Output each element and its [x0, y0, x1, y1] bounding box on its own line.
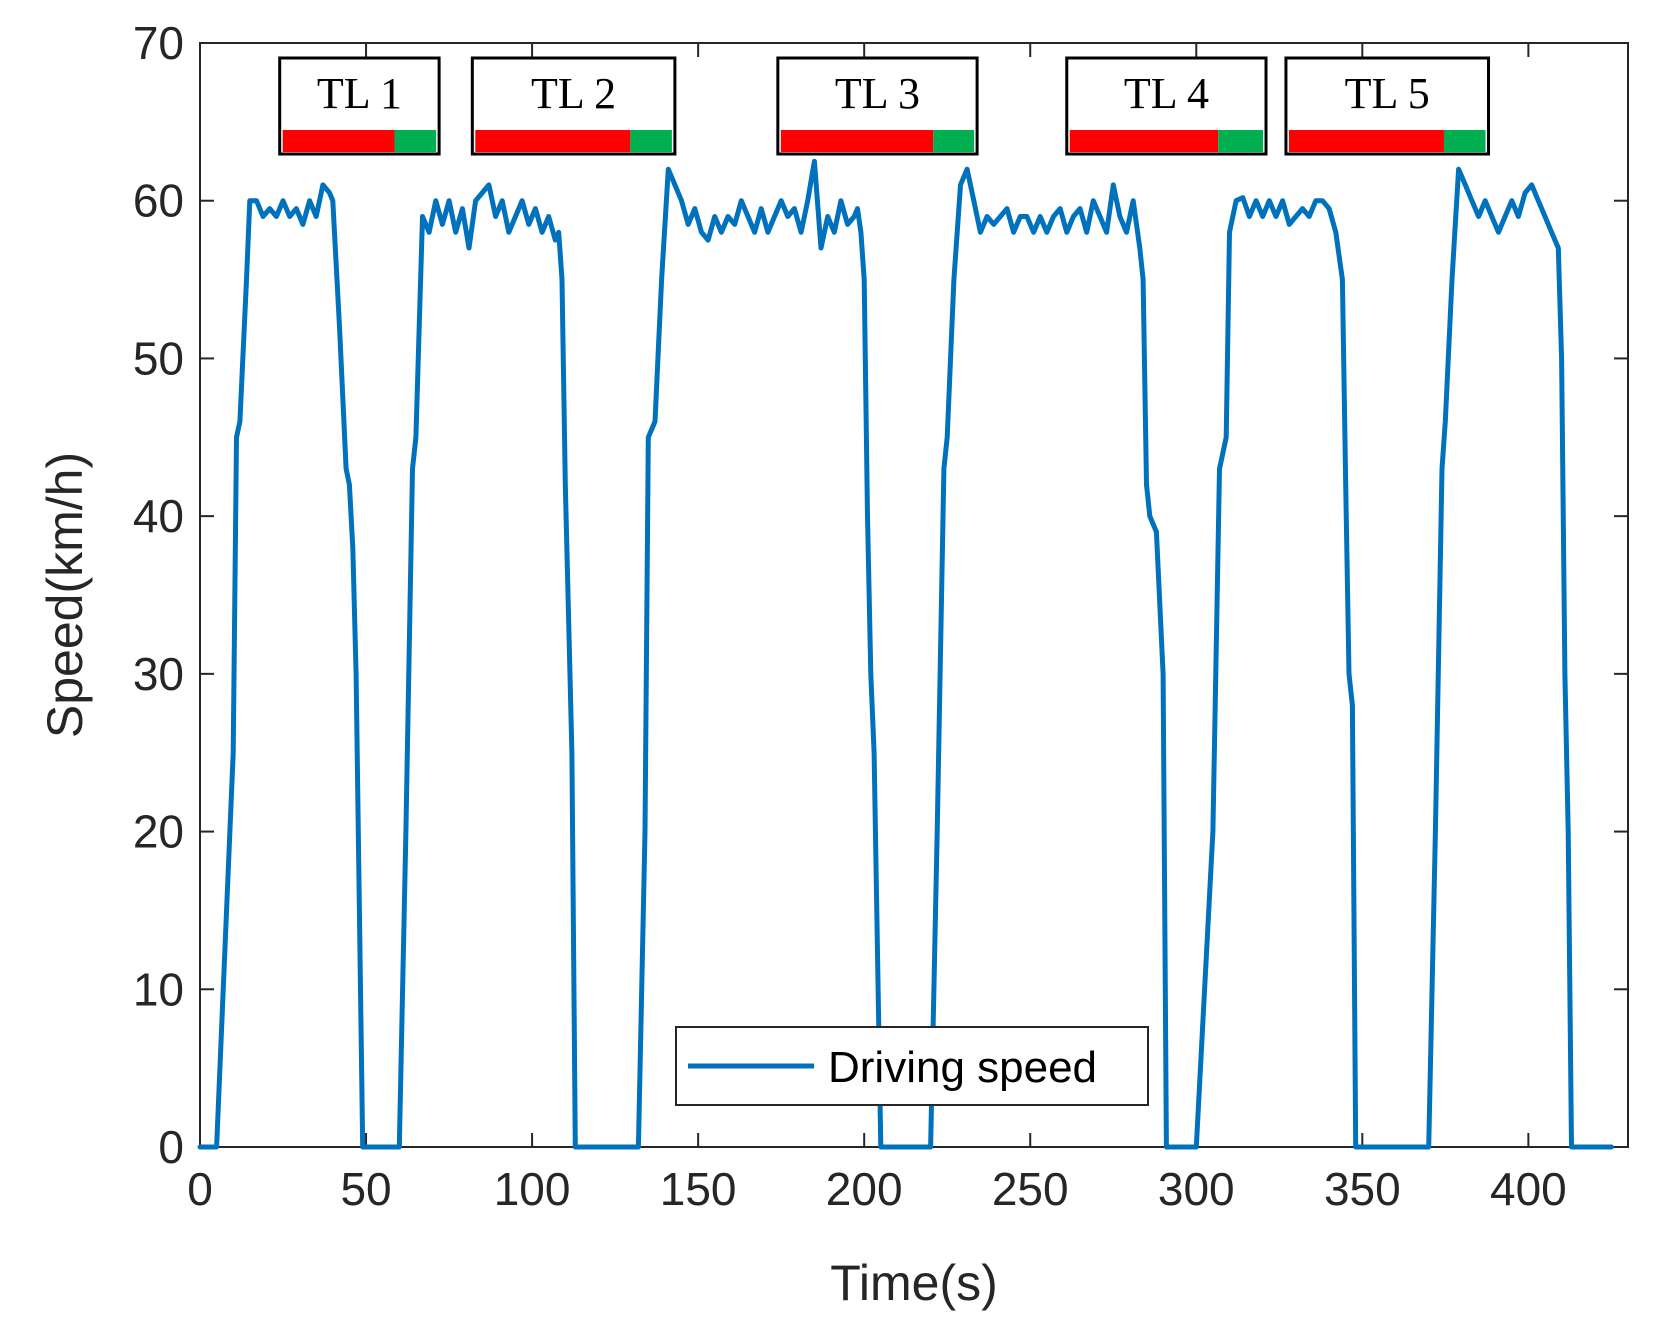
traffic-light-label: TL 4: [1124, 69, 1209, 118]
legend: Driving speed: [675, 1026, 1149, 1106]
x-tick-label: 350: [1324, 1163, 1401, 1215]
green-phase-bar: [933, 130, 975, 152]
x-tick-label: 200: [826, 1163, 903, 1215]
x-tick-label: 400: [1490, 1163, 1567, 1215]
traffic-light-2: TL 2: [470, 56, 677, 156]
x-axis-title: Time(s): [830, 1255, 998, 1311]
red-phase-bar: [780, 130, 934, 152]
y-tick-label: 0: [158, 1121, 184, 1173]
y-tick-label: 60: [133, 175, 184, 227]
x-tick-label: 100: [494, 1163, 571, 1215]
traffic-light-label: TL 5: [1345, 69, 1430, 118]
x-tick-label: 300: [1158, 1163, 1235, 1215]
red-phase-bar: [1288, 130, 1444, 152]
y-tick-label: 30: [133, 648, 184, 700]
green-phase-bar: [630, 130, 672, 152]
red-phase-bar: [475, 130, 631, 152]
traffic-light-label: TL 2: [531, 69, 616, 118]
axis-tick-labels: 0 50 100 150 200 250 300 350 400 0 10 20 30 40 50 60 70: [133, 17, 1567, 1215]
y-tick-label: 10: [133, 963, 184, 1015]
green-phase-bar: [1218, 130, 1264, 152]
traffic-light-1: TL 1: [278, 56, 441, 156]
y-tick-label: 50: [133, 332, 184, 384]
legend-label: Driving speed: [828, 1043, 1097, 1092]
y-tick-label: 40: [133, 490, 184, 542]
y-tick-label: 20: [133, 806, 184, 858]
y-axis-title: Speed(km/h): [37, 452, 93, 738]
traffic-light-5: TL 5: [1284, 56, 1491, 156]
x-tick-label: 50: [340, 1163, 391, 1215]
red-phase-bar: [1069, 130, 1219, 152]
x-tick-label: 150: [660, 1163, 737, 1215]
traffic-lights: TL 1 TL 2 TL 3 TL 4 TL 5: [278, 56, 1491, 156]
traffic-light-3: TL 3: [776, 56, 979, 156]
green-phase-bar: [394, 130, 437, 152]
green-phase-bar: [1443, 130, 1486, 152]
traffic-light-label: TL 3: [835, 69, 920, 118]
x-tick-label: 250: [992, 1163, 1069, 1215]
x-tick-label: 0: [187, 1163, 213, 1215]
traffic-light-label: TL 1: [317, 69, 402, 118]
traffic-light-4: TL 4: [1065, 56, 1268, 156]
series-line-driving-speed: [197, 158, 1614, 1150]
y-tick-label: 70: [133, 17, 184, 69]
red-phase-bar: [282, 130, 395, 152]
